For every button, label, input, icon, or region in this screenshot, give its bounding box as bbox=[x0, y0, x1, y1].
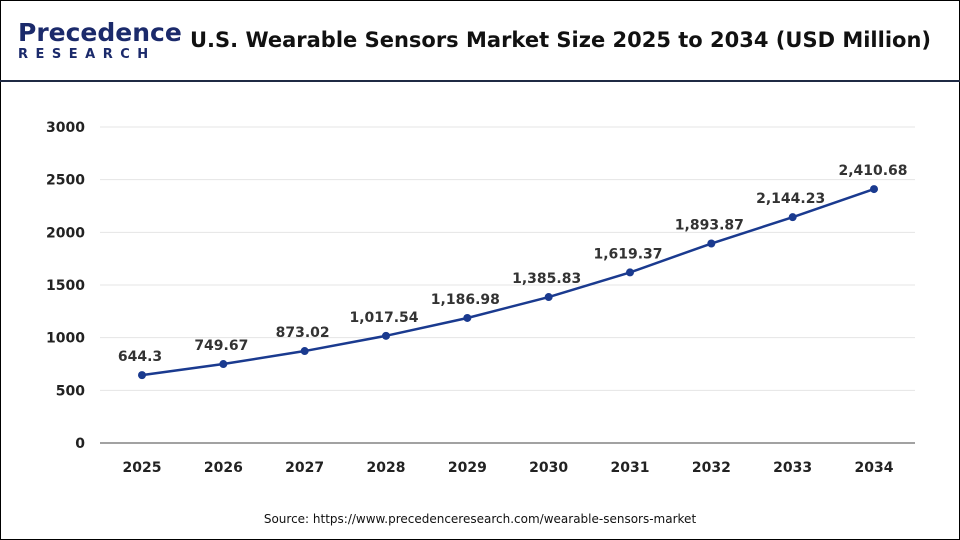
y-tick-label: 3000 bbox=[46, 120, 85, 136]
data-label: 873.02 bbox=[276, 325, 330, 341]
logo-line1: Precedence bbox=[18, 18, 182, 47]
series-line bbox=[141, 187, 875, 377]
x-tick-label: 2033 bbox=[773, 460, 812, 476]
y-tick-label: 2000 bbox=[46, 225, 85, 241]
x-tick-label: 2025 bbox=[123, 460, 162, 476]
data-label: 644.3 bbox=[118, 349, 162, 365]
y-tick-label: 0 bbox=[75, 436, 85, 452]
precedence-research-logo: Precedence RESEARCH bbox=[18, 20, 182, 62]
x-tick-label: 2027 bbox=[285, 460, 324, 476]
data-point bbox=[544, 293, 553, 302]
data-point bbox=[138, 371, 146, 380]
header: Precedence RESEARCH U.S. Wearable Sensor… bbox=[0, 0, 960, 82]
y-tick-label: 2500 bbox=[46, 173, 85, 189]
data-label: 1,186.98 bbox=[431, 292, 500, 308]
data-point bbox=[626, 268, 634, 277]
data-label: 1,619.37 bbox=[593, 246, 662, 262]
source-note: Source: https://www.precedenceresearch.c… bbox=[263, 512, 697, 526]
data-label: 1,893.87 bbox=[675, 218, 744, 234]
data-label: 749.67 bbox=[194, 338, 248, 354]
x-tick-label: 2034 bbox=[855, 460, 894, 476]
data-label: 2,144.23 bbox=[756, 191, 825, 207]
data-point bbox=[707, 239, 716, 248]
x-tick-label: 2029 bbox=[448, 460, 487, 476]
x-tick-label: 2030 bbox=[529, 460, 568, 476]
data-point bbox=[463, 313, 472, 322]
data-label: 1,017.54 bbox=[349, 310, 418, 326]
logo-line2: RESEARCH bbox=[18, 47, 156, 62]
data-label: 1,385.83 bbox=[512, 271, 581, 287]
y-tick-label: 500 bbox=[56, 383, 85, 399]
data-point bbox=[219, 360, 228, 369]
x-tick-label: 2032 bbox=[692, 460, 731, 476]
x-tick-label: 2026 bbox=[204, 460, 243, 476]
x-tick-label: 2028 bbox=[367, 460, 406, 476]
data-point bbox=[788, 213, 797, 222]
data-point bbox=[870, 185, 878, 194]
data-point bbox=[300, 347, 309, 356]
y-tick-label: 1500 bbox=[46, 278, 85, 294]
y-tick-label: 1000 bbox=[46, 331, 85, 347]
x-tick-label: 2031 bbox=[611, 460, 650, 476]
chart-title: U.S. Wearable Sensors Market Size 2025 t… bbox=[190, 28, 931, 52]
data-label: 2,410.68 bbox=[838, 163, 907, 179]
data-point bbox=[382, 331, 390, 340]
